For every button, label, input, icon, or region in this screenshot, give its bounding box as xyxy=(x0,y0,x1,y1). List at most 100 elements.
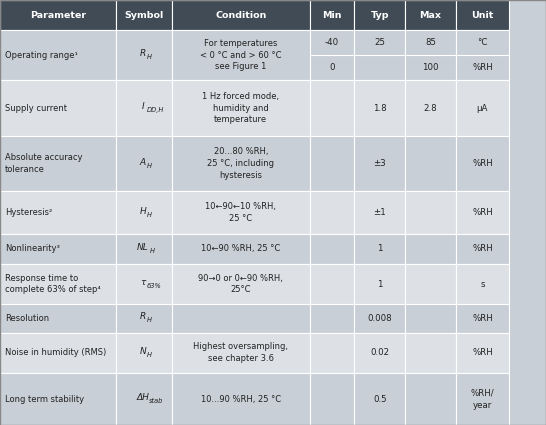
Text: 0: 0 xyxy=(329,63,335,72)
Text: %RH: %RH xyxy=(472,208,493,217)
Bar xyxy=(354,191,405,234)
Bar xyxy=(0,332,116,373)
Text: 1: 1 xyxy=(377,244,383,253)
Bar xyxy=(116,191,172,234)
Bar xyxy=(310,191,354,234)
Bar xyxy=(354,373,405,425)
Text: H: H xyxy=(147,162,152,169)
Text: %RH: %RH xyxy=(472,244,493,253)
Bar xyxy=(116,80,172,136)
Text: DD,H: DD,H xyxy=(147,107,164,113)
Bar xyxy=(0,373,116,425)
Text: A: A xyxy=(140,158,146,167)
Text: 10←90←10 %RH,
25 °C: 10←90←10 %RH, 25 °C xyxy=(205,202,276,223)
Bar xyxy=(456,136,509,191)
Bar xyxy=(354,136,405,191)
Text: 0.5: 0.5 xyxy=(373,394,387,404)
Bar xyxy=(354,0,405,30)
Bar xyxy=(354,264,405,304)
Text: N: N xyxy=(139,347,146,356)
Text: Unit: Unit xyxy=(471,11,494,20)
Text: Absolute accuracy
tolerance: Absolute accuracy tolerance xyxy=(5,153,82,174)
Bar xyxy=(172,0,310,30)
Bar xyxy=(172,304,310,332)
Bar xyxy=(456,332,509,373)
Text: H: H xyxy=(147,212,152,218)
Bar xyxy=(405,191,456,234)
Text: Min: Min xyxy=(322,11,342,20)
Text: Supply current: Supply current xyxy=(5,104,67,113)
Text: Max: Max xyxy=(419,11,442,20)
Text: 1: 1 xyxy=(377,280,383,289)
Text: For temperatures
< 0 °C and > 60 °C
see Figure 1: For temperatures < 0 °C and > 60 °C see … xyxy=(200,39,282,71)
Bar xyxy=(405,264,456,304)
Text: 100: 100 xyxy=(422,63,439,72)
Bar xyxy=(354,234,405,264)
Text: 63%: 63% xyxy=(147,283,162,289)
Text: Resolution: Resolution xyxy=(5,314,49,323)
Text: H: H xyxy=(150,248,155,254)
Text: %RH/
year: %RH/ year xyxy=(471,389,494,410)
Text: Operating range¹: Operating range¹ xyxy=(5,51,78,60)
Bar xyxy=(172,191,310,234)
Text: °C: °C xyxy=(477,38,488,47)
Text: Condition: Condition xyxy=(215,11,266,20)
Bar xyxy=(456,0,509,30)
Text: ±3: ±3 xyxy=(373,159,386,168)
Text: Response time to
complete 63% of step⁴: Response time to complete 63% of step⁴ xyxy=(5,274,101,295)
Bar xyxy=(172,30,310,80)
Bar xyxy=(0,30,116,80)
Text: R: R xyxy=(140,312,146,321)
Bar xyxy=(310,80,354,136)
Bar xyxy=(116,30,172,80)
Bar xyxy=(310,136,354,191)
Bar xyxy=(116,136,172,191)
Text: Symbol: Symbol xyxy=(124,11,163,20)
Text: R: R xyxy=(140,49,146,58)
Bar xyxy=(0,136,116,191)
Text: %RH: %RH xyxy=(472,348,493,357)
Bar xyxy=(172,80,310,136)
Text: ±1: ±1 xyxy=(373,208,386,217)
Text: μA: μA xyxy=(477,104,488,113)
Text: %RH: %RH xyxy=(472,159,493,168)
Text: Long term stability: Long term stability xyxy=(5,394,84,404)
Bar xyxy=(172,373,310,425)
Text: Typ: Typ xyxy=(371,11,389,20)
Bar xyxy=(116,0,172,30)
Bar xyxy=(456,234,509,264)
Text: NL: NL xyxy=(137,243,149,252)
Text: %RH: %RH xyxy=(472,314,493,323)
Bar xyxy=(0,234,116,264)
Text: Hysteresis²: Hysteresis² xyxy=(5,208,52,217)
Bar xyxy=(0,0,116,30)
Text: Nonlinearity³: Nonlinearity³ xyxy=(5,244,60,253)
Bar xyxy=(310,264,354,304)
Bar xyxy=(172,136,310,191)
Bar xyxy=(310,332,354,373)
Text: 25: 25 xyxy=(374,38,385,47)
Bar xyxy=(172,264,310,304)
Bar xyxy=(310,304,354,332)
Bar xyxy=(172,332,310,373)
Text: 20...80 %RH,
25 °C, including
hysteresis: 20...80 %RH, 25 °C, including hysteresis xyxy=(207,147,274,180)
Bar xyxy=(0,304,116,332)
Bar xyxy=(310,373,354,425)
Text: ΔH: ΔH xyxy=(136,393,149,402)
Text: 2.8: 2.8 xyxy=(424,104,437,113)
Text: 1 Hz forced mode,
humidity and
temperature: 1 Hz forced mode, humidity and temperatu… xyxy=(202,92,280,125)
Bar xyxy=(456,373,509,425)
Bar xyxy=(310,234,354,264)
Text: s: s xyxy=(480,280,485,289)
Bar xyxy=(456,191,509,234)
Text: H: H xyxy=(147,54,152,60)
Bar xyxy=(456,304,509,332)
Bar xyxy=(354,332,405,373)
Bar xyxy=(0,191,116,234)
Text: I: I xyxy=(141,102,144,111)
Bar xyxy=(354,80,405,136)
Bar xyxy=(310,0,354,30)
Text: 0.02: 0.02 xyxy=(370,348,389,357)
Bar xyxy=(405,80,456,136)
Text: -40: -40 xyxy=(325,38,339,47)
